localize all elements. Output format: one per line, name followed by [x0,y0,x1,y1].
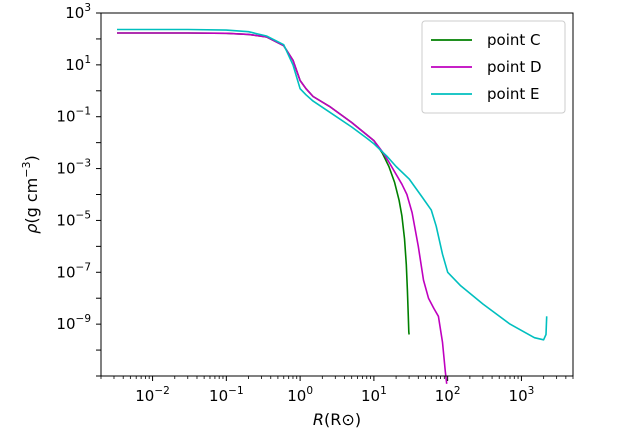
y-tick-label-exponent: −3 [76,158,91,170]
x-axis-unit: (R⊙) [324,410,361,429]
series-line-point-d [117,32,448,384]
y-tick-label-base: 10 [56,315,75,333]
x-tick-label-base: 10 [435,387,454,405]
x-tick-label: 10−2 [135,385,170,405]
x-axis-label: R(R⊙) [313,410,361,429]
y-tick-label-exponent: −7 [76,261,91,273]
y-axis-unit-exponent: −3 [20,162,33,178]
y-tick-label-base: 10 [65,4,84,22]
x-tick-label: 101 [361,385,387,405]
x-axis: 10−2 10−1 100 101 102 103 [100,376,574,405]
x-tick-label-exponent: 3 [528,385,535,397]
y-tick-label: 103 [65,2,91,22]
x-tick-label-base: 10 [287,387,306,405]
y-tick-label: 101 [65,54,91,74]
x-tick-label: 103 [509,385,535,405]
x-axis-symbol: R [313,410,324,429]
x-tick-label: 100 [287,385,313,405]
y-tick-label-base: 10 [56,211,75,229]
y-axis-unit: (g cm [22,178,41,224]
x-tick-label-exponent: 2 [454,385,461,397]
legend: point C point D point E [421,20,566,114]
y-tick-label-base: 10 [56,108,75,126]
legend-label-point-c: point C [487,31,541,49]
series-layer [117,28,548,384]
y-tick-label: 10−9 [56,313,91,333]
y-tick-label-exponent: 1 [84,54,91,66]
legend-label-point-d: point D [487,58,542,76]
x-tick-label-base: 10 [209,387,228,405]
y-tick-label-exponent: −9 [76,313,91,325]
x-tick-label-base: 10 [135,387,154,405]
y-tick-label: 10−3 [56,158,91,178]
x-tick-label: 102 [435,385,461,405]
y-tick-label-base: 10 [65,56,84,74]
x-tick-label-base: 10 [509,387,528,405]
y-tick-label: 10−7 [56,261,91,281]
legend-box [421,20,566,114]
x-tick-label-exponent: 1 [380,385,387,397]
y-tick-label: 10−5 [56,209,91,229]
y-axis-label: ρ(g cm−3) [20,155,41,234]
y-tick-label-exponent: −1 [76,106,91,118]
x-tick-label-exponent: −2 [154,385,169,397]
y-tick-label-exponent: 3 [84,2,91,14]
x-tick-label-base: 10 [361,387,380,405]
x-tick-label: 10−1 [209,385,244,405]
x-tick-label-exponent: −1 [228,385,243,397]
y-axis-symbol: ρ [22,224,41,234]
y-tick-label: 10−1 [56,106,91,126]
legend-label-point-e: point E [487,85,540,103]
x-tick-label-exponent: 0 [306,385,313,397]
y-tick-label-base: 10 [56,263,75,281]
series-line-point-e [117,28,548,341]
y-tick-label-base: 10 [56,160,75,178]
y-tick-label-exponent: −5 [76,209,91,221]
y-axis-unit-close: ) [22,155,41,161]
